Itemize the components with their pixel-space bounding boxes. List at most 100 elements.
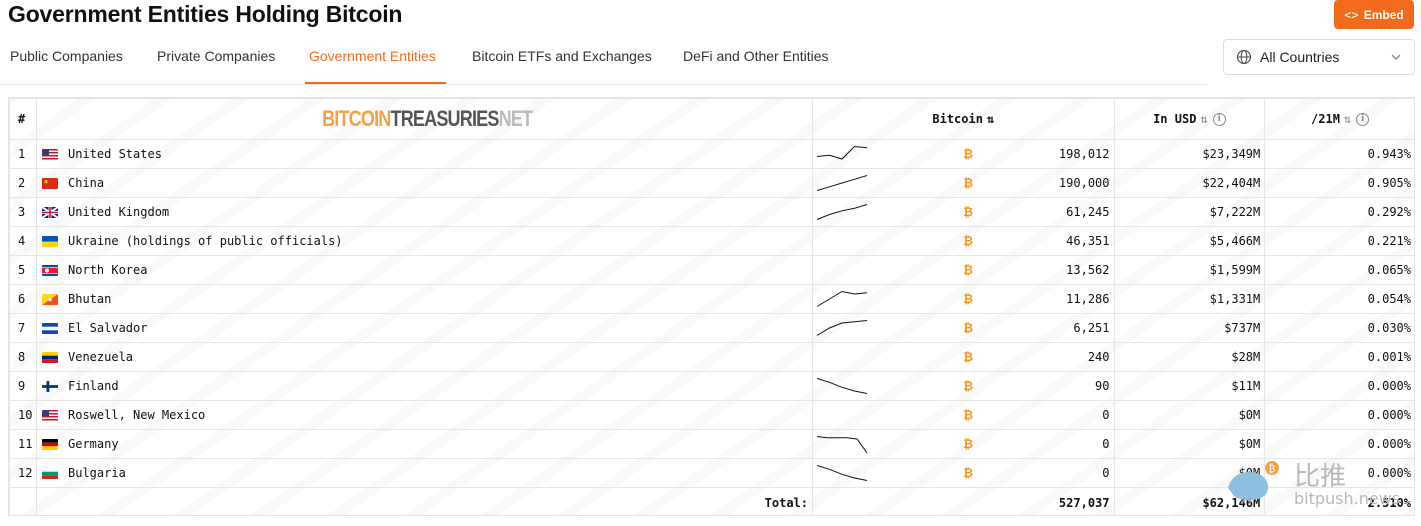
bitcoin-icon: ₿: [963, 321, 974, 335]
trend-sparkline: [815, 229, 869, 253]
entity-cell[interactable]: Bhutan: [36, 284, 813, 314]
table-row[interactable]: 10 Roswell, New Mexico ₿ 0 $0M 0.000%: [9, 400, 1414, 430]
header-bitcoin[interactable]: Bitcoin ⇅: [812, 98, 1115, 140]
entity-name: North Korea: [68, 263, 148, 277]
sv-flag-icon: [42, 323, 58, 334]
table-row[interactable]: 11 Germany ₿ 0 $0M 0.000%: [9, 429, 1414, 459]
sparkline-cell: [812, 284, 964, 314]
share-cell: 0.001%: [1264, 342, 1414, 372]
btc-amount: 90: [1095, 379, 1110, 393]
sort-arrows-icon[interactable]: ⇅: [986, 112, 995, 126]
bitcoin-icon: ₿: [963, 408, 974, 422]
sparkline-cell: [812, 168, 964, 198]
usd-cell: $22,404M: [1113, 168, 1266, 198]
holdings-table-container: # BITCOINTREASURIESNET Bitcoin ⇅ In USD ⇅ i…: [8, 97, 1415, 516]
entity-name: United Kingdom: [68, 205, 170, 219]
rank-cell: 8: [9, 342, 37, 372]
btc-cell: ₿ 90: [963, 371, 1115, 401]
header-usd[interactable]: In USD ⇅ i: [1113, 98, 1266, 140]
table-row[interactable]: 1 United States ₿ 198,012 $23,349M 0.943%: [9, 139, 1414, 169]
sparkline-cell: [812, 429, 964, 459]
info-icon[interactable]: i: [1212, 113, 1226, 126]
trend-sparkline: [816, 145, 868, 160]
embed-button[interactable]: <> Embed: [1334, 0, 1414, 29]
share-cell: 0.943%: [1264, 139, 1414, 169]
btc-amount: 0: [1102, 408, 1110, 422]
table-row[interactable]: 6 Bhutan ₿ 11,286 $1,331M 0.054%: [9, 284, 1414, 314]
share-cell: 0.292%: [1264, 197, 1414, 227]
usd-cell: $1,331M: [1113, 284, 1266, 314]
sparkline-cell: [812, 371, 964, 401]
bitcoin-icon: ₿: [963, 147, 974, 161]
header-share[interactable]: /21M ⇅ i: [1264, 98, 1414, 140]
entity-cell[interactable]: Roswell, New Mexico: [36, 400, 813, 430]
bitcointreasuries-logo: BITCOINTREASURIESNET: [321, 106, 533, 131]
entity-name: El Salvador: [68, 321, 148, 335]
rank-cell: 7: [9, 313, 37, 343]
tab-bitcoin-etfs-exchanges[interactable]: Bitcoin ETFs and Exchanges: [472, 48, 652, 64]
table-header-row: # BITCOINTREASURIESNET Bitcoin ⇅ In USD ⇅ i…: [9, 98, 1414, 140]
usd-cell: $11M: [1113, 371, 1266, 401]
trend-sparkline: [816, 175, 868, 191]
rank-cell: 9: [9, 371, 37, 401]
tab-public-companies[interactable]: Public Companies: [10, 48, 123, 64]
entity-cell[interactable]: Venezuela: [36, 342, 813, 372]
usd-cell: $0M: [1113, 400, 1266, 430]
tab-defi-other-entities[interactable]: DeFi and Other Entities: [683, 48, 829, 64]
entity-cell[interactable]: United Kingdom: [36, 197, 813, 227]
total-label: Total:: [36, 487, 813, 515]
table-row[interactable]: 4 Ukraine (holdings of public officials) ₿…: [9, 226, 1414, 256]
share-cell: 0.000%: [1264, 458, 1414, 488]
btc-cell: ₿ 190,000: [963, 168, 1115, 198]
entity-cell[interactable]: United States: [36, 139, 813, 169]
bitcoin-icon: ₿: [963, 205, 974, 219]
bitcoin-icon: ₿: [963, 350, 974, 364]
entity-cell[interactable]: Finland: [36, 371, 813, 401]
btc-cell: ₿ 13,562: [963, 255, 1115, 285]
total-row: Total: 527,037 $62,146M 2.510%: [9, 487, 1414, 515]
tab-government-entities[interactable]: Government Entities: [309, 48, 436, 64]
info-icon[interactable]: i: [1356, 113, 1370, 126]
share-cell: 0.030%: [1264, 313, 1414, 343]
table-row[interactable]: 5 North Korea ₿ 13,562 $1,599M 0.065%: [9, 255, 1414, 285]
sort-arrows-icon[interactable]: ⇅: [1200, 112, 1208, 126]
table-row[interactable]: 12 Bulgaria ₿ 0 $0M 0.000%: [9, 458, 1414, 488]
bitcoin-icon: ₿: [963, 292, 974, 306]
rank-cell: 11: [9, 429, 37, 459]
entity-cell[interactable]: El Salvador: [36, 313, 813, 343]
table-row[interactable]: 3 United Kingdom ₿ 61,245 $7,222M 0.292%: [9, 197, 1414, 227]
usd-cell: $737M: [1113, 313, 1266, 343]
entity-cell[interactable]: Ukraine (holdings of public officials): [36, 226, 813, 256]
country-filter-value: All Countries: [1260, 49, 1340, 65]
table-row[interactable]: 8 Venezuela ₿ 240 $28M 0.001%: [9, 342, 1414, 372]
header-logo-cell: BITCOINTREASURIESNET: [36, 98, 813, 140]
entity-cell[interactable]: North Korea: [36, 255, 813, 285]
btc-cell: ₿ 11,286: [963, 284, 1115, 314]
country-filter-select[interactable]: All Countries: [1223, 39, 1415, 75]
btc-cell: ₿ 61,245: [963, 197, 1115, 227]
us-flag-icon: [42, 149, 58, 160]
table-row[interactable]: 9 Finland ₿ 90 $11M 0.000%: [9, 371, 1414, 401]
sparkline-cell: [812, 400, 964, 430]
sparkline-cell: [812, 139, 964, 169]
entity-cell[interactable]: China: [36, 168, 813, 198]
table-row[interactable]: 2 China ₿ 190,000 $22,404M 0.905%: [9, 168, 1414, 198]
tab-private-companies[interactable]: Private Companies: [157, 48, 276, 64]
share-cell: 0.905%: [1264, 168, 1414, 198]
bitcoin-icon: ₿: [963, 263, 974, 277]
sparkline-cell: [812, 313, 964, 343]
sort-arrows-icon[interactable]: ⇅: [1343, 112, 1352, 126]
entity-cell[interactable]: Germany: [36, 429, 813, 459]
btc-cell: ₿ 46,351: [963, 226, 1115, 256]
entity-cell[interactable]: Bulgaria: [36, 458, 813, 488]
trend-sparkline: [816, 204, 868, 220]
us-flag-icon: [42, 410, 58, 421]
usd-cell: $5,466M: [1113, 226, 1266, 256]
table-row[interactable]: 7 El Salvador ₿ 6,251 $737M 0.030%: [9, 313, 1414, 343]
entity-name: Bhutan: [68, 292, 112, 306]
btc-amount: 198,012: [1058, 147, 1110, 161]
usd-cell: $0M: [1113, 458, 1266, 488]
btc-amount: 190,000: [1058, 176, 1110, 190]
sparkline-cell: [812, 197, 964, 227]
btc-amount: 0: [1102, 437, 1110, 451]
